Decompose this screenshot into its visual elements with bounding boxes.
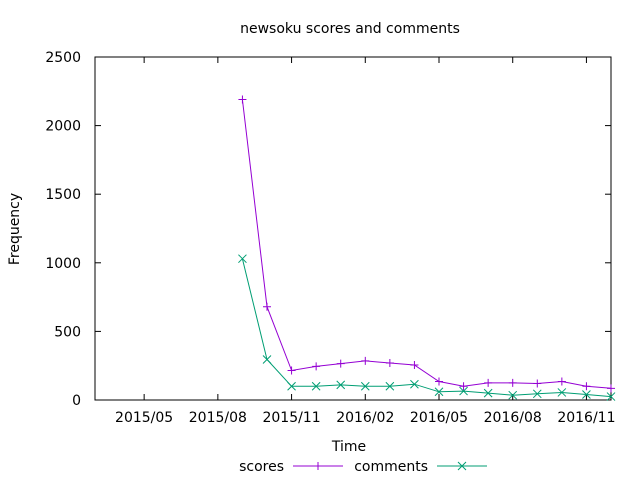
x-tick-label: 2016/08 <box>484 410 542 426</box>
data-point <box>459 382 468 391</box>
data-point <box>606 392 616 401</box>
data-point <box>336 380 346 390</box>
plot-frame <box>94 56 612 401</box>
data-point <box>336 359 345 368</box>
chart-title: newsoku scores and comments <box>240 21 460 37</box>
data-point <box>557 377 566 386</box>
data-point <box>312 362 321 371</box>
data-point <box>287 366 296 375</box>
data-point <box>360 381 370 391</box>
y-tick-label: 2500 <box>45 50 81 66</box>
data-point <box>410 361 419 370</box>
plot-area <box>238 95 616 401</box>
data-point <box>484 378 493 387</box>
y-tick-label: 500 <box>54 324 81 340</box>
x-axis: 2015/05 2015/08 2015/11 2016/02 2016/05 2016/… <box>115 57 616 426</box>
data-point <box>385 381 395 391</box>
legend-label-scores: scores <box>239 459 284 475</box>
data-point <box>508 378 517 387</box>
data-point <box>533 379 542 388</box>
series-comments <box>238 254 616 401</box>
y-tick-label: 2000 <box>45 119 81 135</box>
x-tick-label: 2015/11 <box>262 410 320 426</box>
data-point <box>457 461 467 471</box>
data-point <box>361 356 370 365</box>
y-tick-label: 1000 <box>45 256 81 272</box>
data-point <box>385 358 394 367</box>
x-tick-label: 2016/05 <box>410 410 468 426</box>
legend-label-comments: comments <box>354 459 428 475</box>
data-point <box>314 462 322 470</box>
data-point <box>582 390 591 399</box>
data-point <box>410 379 419 389</box>
y-axis-label: Frequency <box>7 193 23 265</box>
data-point <box>238 95 247 104</box>
data-point <box>263 302 271 311</box>
x-tick-label: 2016/02 <box>336 410 394 426</box>
data-point <box>311 381 321 391</box>
data-point <box>459 386 468 396</box>
data-point <box>238 254 247 264</box>
x-axis-label: Time <box>331 439 366 455</box>
data-point <box>582 382 591 391</box>
series-line <box>241 258 612 398</box>
legend: scores comments <box>239 459 487 475</box>
y-tick-label: 1500 <box>45 187 81 203</box>
x-tick-label: 2016/11 <box>557 410 615 426</box>
data-point <box>607 384 615 393</box>
x-tick-label: 2015/05 <box>115 410 173 426</box>
data-point <box>532 389 542 399</box>
y-tick-label: 0 <box>72 393 81 409</box>
data-point <box>287 381 296 391</box>
data-point <box>262 355 272 364</box>
data-point <box>435 377 443 386</box>
x-tick-label: 2015/08 <box>189 410 247 426</box>
data-point <box>557 388 567 397</box>
data-point <box>483 388 493 398</box>
y-axis: 0 500 1000 1500 2000 2500 <box>45 50 611 409</box>
data-point <box>434 387 444 397</box>
series-scores <box>238 95 615 393</box>
series-line <box>241 99 612 389</box>
data-point <box>508 390 518 400</box>
